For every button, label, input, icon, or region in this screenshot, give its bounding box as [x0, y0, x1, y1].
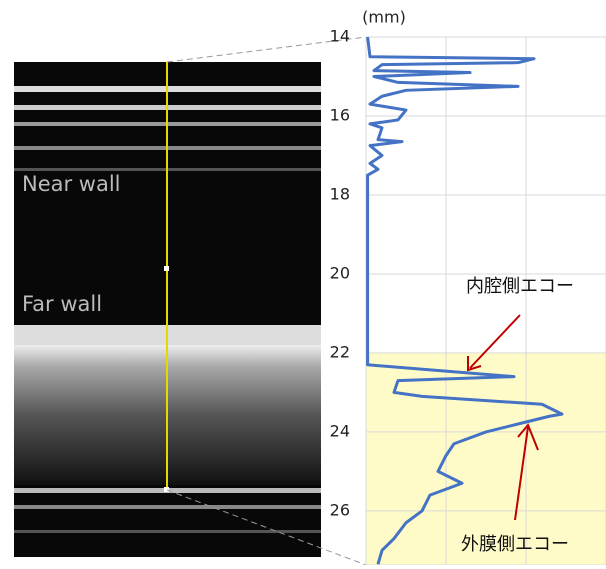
y-axis-label: (mm): [362, 8, 406, 27]
annotation: 外膜側エコー: [461, 534, 569, 555]
figure: Near wall Far wall 14 16 18 20 22 24 26 (mm) 内腔…: [0, 0, 606, 565]
y-tick-label: 22: [330, 342, 350, 361]
y-tick-label: 24: [330, 421, 350, 440]
y-tick-label: 14: [330, 27, 350, 46]
far-wall-label: Far wall: [22, 292, 102, 316]
y-tick-label: 20: [330, 263, 350, 282]
y-tick-label: 26: [330, 500, 350, 519]
y-tick-label: 18: [330, 184, 350, 203]
annotation: 内腔側エコー: [466, 276, 574, 297]
y-tick-label: 16: [330, 105, 350, 124]
ultrasound-image: Near wall Far wall: [14, 37, 366, 565]
near-wall-label: Near wall: [22, 172, 121, 196]
